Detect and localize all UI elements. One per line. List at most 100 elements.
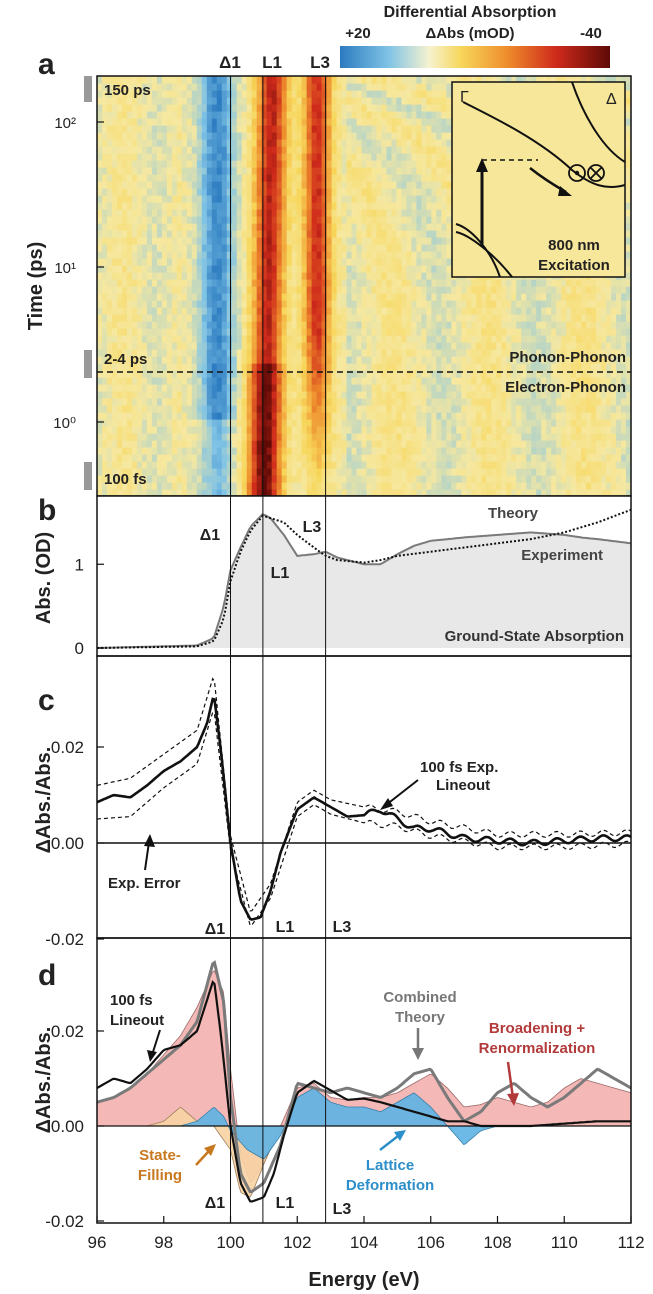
heatmap-cell <box>132 223 138 231</box>
heatmap-cell <box>591 405 597 413</box>
heatmap-cell <box>232 377 238 385</box>
heatmap-cell <box>347 174 353 182</box>
heatmap-cell <box>202 286 208 294</box>
heatmap-cell <box>516 398 522 406</box>
heatmap-cell <box>267 293 273 301</box>
heatmap-cell <box>481 342 487 350</box>
heatmap-cell <box>207 335 213 343</box>
heatmap-cell <box>287 335 293 343</box>
heatmap-cell <box>152 223 158 231</box>
heatmap-cell <box>531 468 537 476</box>
heatmap-cell <box>272 447 278 455</box>
heatmap-cell <box>277 230 283 238</box>
heatmap-cell <box>561 279 567 287</box>
heatmap-cell <box>481 475 487 483</box>
heatmap-cell <box>371 321 377 329</box>
heatmap-cell <box>177 384 183 392</box>
heatmap-cell <box>252 202 258 210</box>
heatmap-cell <box>122 405 128 413</box>
heatmap-cell <box>127 174 133 182</box>
heatmap-cell <box>536 279 542 287</box>
heatmap-cell <box>466 426 472 434</box>
heatmap-cell <box>357 335 363 343</box>
heatmap-cell <box>167 167 173 175</box>
heatmap-cell <box>496 433 502 441</box>
heatmap-cell <box>252 314 258 322</box>
heatmap-cell <box>202 377 208 385</box>
heatmap-cell <box>207 454 213 462</box>
heatmap-cell <box>297 419 303 427</box>
heatmap-cell <box>357 454 363 462</box>
heatmap-cell <box>102 188 108 196</box>
heatmap-cell <box>307 258 313 266</box>
heatmap-cell <box>212 237 218 245</box>
heatmap-cell <box>362 293 368 301</box>
heatmap-cell <box>561 475 567 483</box>
heatmap-cell <box>406 328 412 336</box>
heatmap-cell <box>162 440 168 448</box>
heatmap-cell <box>207 412 213 420</box>
heatmap-cell <box>332 405 338 413</box>
heatmap-cell <box>277 237 283 245</box>
heatmap-cell <box>471 370 477 378</box>
heatmap-cell <box>516 370 522 378</box>
heatmap-cell <box>222 286 228 294</box>
heatmap-cell <box>322 237 328 245</box>
heatmap-cell <box>127 433 133 441</box>
heatmap-cell <box>242 426 248 434</box>
heatmap-cell <box>451 475 457 483</box>
heatmap-cell <box>122 433 128 441</box>
heatmap-cell <box>381 412 387 420</box>
heatmap-cell <box>327 293 333 301</box>
heatmap-cell <box>222 454 228 462</box>
heatmap-cell <box>606 279 612 287</box>
heatmap-cell <box>431 412 437 420</box>
heatmap-cell <box>396 391 402 399</box>
heatmap-cell <box>591 300 597 308</box>
heatmap-cell <box>581 426 587 434</box>
heatmap-cell <box>257 174 263 182</box>
heatmap-cell <box>312 188 318 196</box>
heatmap-cell <box>416 440 422 448</box>
heatmap-cell <box>536 447 542 455</box>
heatmap-cell <box>367 370 373 378</box>
heatmap-cell <box>511 293 517 301</box>
heatmap-cell <box>441 335 447 343</box>
heatmap-cell <box>302 279 308 287</box>
heatmap-cell <box>516 468 522 476</box>
heatmap-cell <box>292 440 298 448</box>
heatmap-cell <box>212 426 218 434</box>
heatmap-cell <box>531 398 537 406</box>
heatmap-cell <box>282 384 288 392</box>
heatmap-cell <box>307 174 313 182</box>
heatmap-cell <box>456 398 462 406</box>
heatmap-cell <box>177 349 183 357</box>
heatmap-cell <box>481 454 487 462</box>
heatmap-cell <box>531 279 537 287</box>
heatmap-cell <box>257 349 263 357</box>
heatmap-cell <box>292 279 298 287</box>
heatmap-cell <box>122 454 128 462</box>
heatmap-cell <box>327 223 333 231</box>
heatmap-cell <box>242 370 248 378</box>
heatmap-cell <box>521 300 527 308</box>
heatmap-cell <box>347 398 353 406</box>
heatmap-cell <box>322 223 328 231</box>
heatmap-cell <box>541 482 547 490</box>
heatmap-cell <box>307 377 313 385</box>
heatmap-cell <box>421 405 427 413</box>
heatmap-cell <box>302 412 308 420</box>
heatmap-cell <box>107 251 113 259</box>
heatmap-cell <box>122 461 128 469</box>
heatmap-cell <box>247 335 253 343</box>
heatmap-cell <box>342 202 348 210</box>
heatmap-cell <box>357 244 363 252</box>
heatmap-cell <box>586 286 592 294</box>
heatmap-cell <box>172 202 178 210</box>
heatmap-cell <box>302 363 308 371</box>
heatmap-cell <box>486 454 492 462</box>
heatmap-cell <box>506 482 512 490</box>
heatmap-cell <box>117 335 123 343</box>
heatmap-cell <box>252 223 258 231</box>
heatmap-cell <box>232 370 238 378</box>
